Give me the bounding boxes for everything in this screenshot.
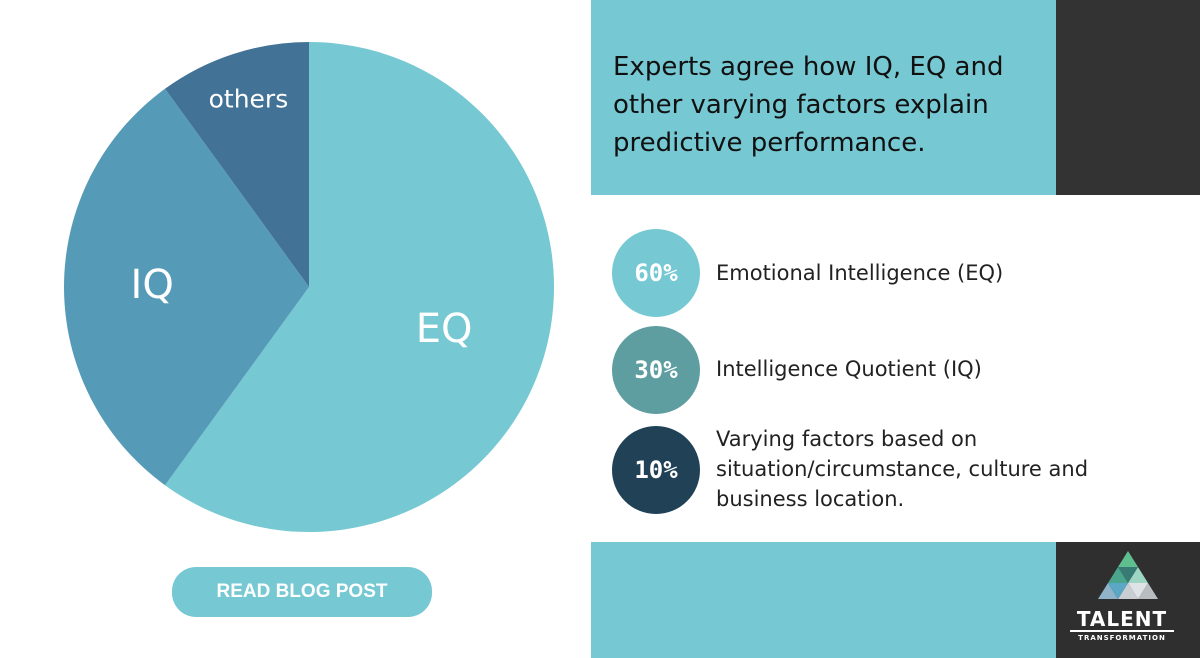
footer-panel	[591, 542, 1056, 658]
logo-subtitle: TRANSFORMATION	[1078, 634, 1166, 642]
stat-circle-eq: 60%	[612, 229, 700, 317]
pie-label-eq: EQ	[416, 306, 473, 352]
headline-text: Experts agree how IQ, EQ and other varyi…	[613, 52, 1004, 158]
pie-chart: EQ IQ others	[63, 42, 554, 532]
stat-label-eq: Emotional Intelligence (EQ)	[716, 261, 1004, 285]
stat-label-iq: Intelligence Quotient (IQ)	[716, 357, 982, 381]
triangle-logo-icon	[1098, 551, 1158, 599]
logo-divider	[1070, 630, 1174, 632]
pie-label-others: others	[209, 85, 289, 114]
read-blog-post-button[interactable]: READ BLOG POST	[172, 567, 432, 617]
stat-circle-iq: 30%	[612, 326, 700, 414]
stat-label-others: Varying factors based on situation/circu…	[716, 427, 1089, 511]
dark-accent-block	[1056, 0, 1200, 195]
logo-title: TALENT	[1076, 607, 1168, 631]
pie-label-iq: IQ	[131, 262, 174, 308]
pie-slice-eq	[164, 42, 554, 532]
stat-circle-others: 10%	[612, 426, 700, 514]
pie-slice-others	[164, 42, 309, 287]
headline-panel	[591, 0, 1056, 195]
pie-slice-iq	[63, 88, 309, 486]
